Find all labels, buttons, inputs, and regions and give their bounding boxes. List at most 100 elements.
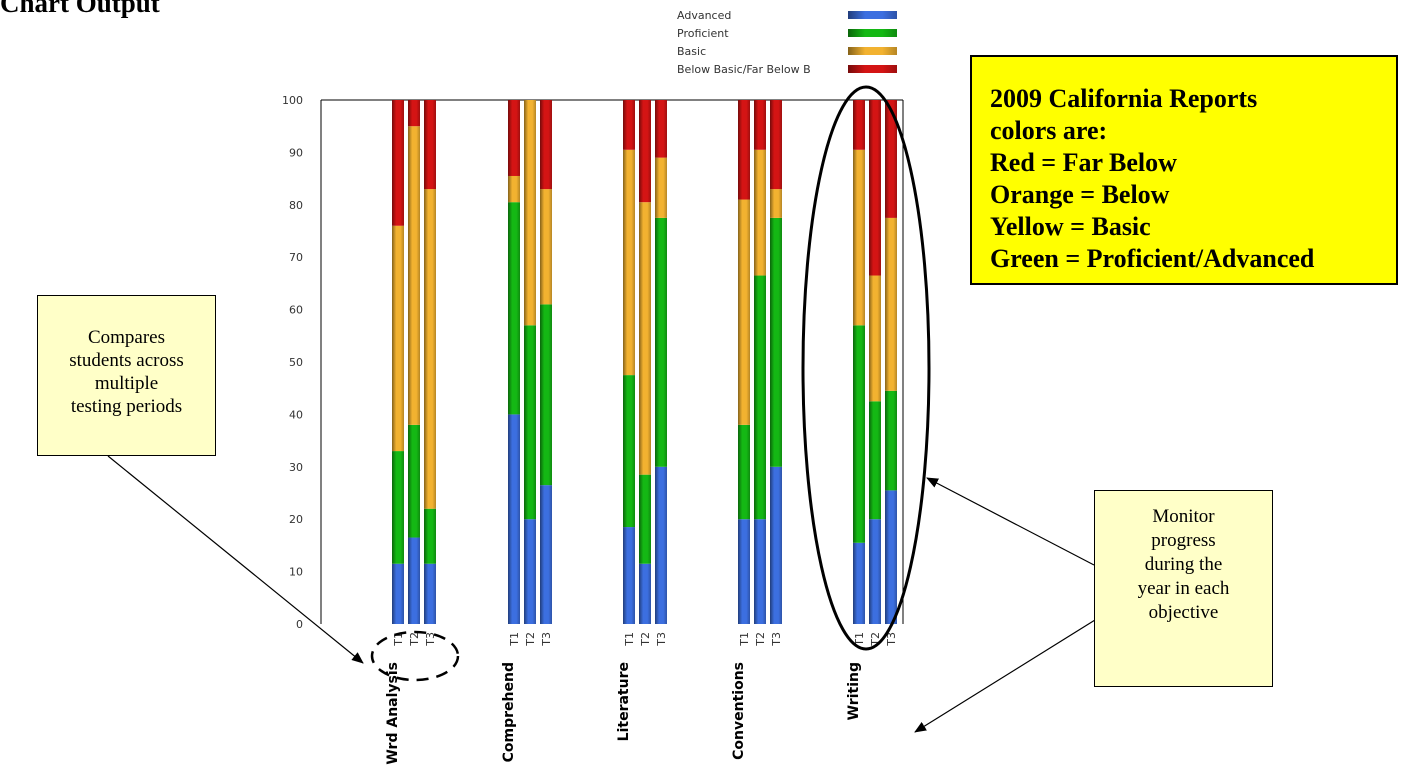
- y-tick-label: 50: [289, 356, 303, 369]
- bar-segment: [853, 149, 865, 326]
- page-heading: Chart Output: [0, 0, 160, 18]
- callout-monitor-line: Monitor: [1152, 506, 1215, 527]
- period-tick-label: T1: [853, 632, 866, 647]
- bar-segment: [540, 304, 552, 486]
- bar-segment: [639, 474, 651, 564]
- y-tick-label: 90: [289, 146, 303, 159]
- bar-segment: [885, 217, 897, 391]
- bar-segment: [524, 100, 536, 326]
- callout-monitor: Monitor progress during the year in each…: [1094, 490, 1273, 687]
- callout-compare-line: multiple: [94, 373, 159, 394]
- bar-segment: [392, 563, 404, 624]
- period-tick-label: T3: [655, 632, 668, 647]
- bar-segment: [754, 519, 766, 624]
- bar-segment: [869, 100, 881, 276]
- period-tick-label: T3: [424, 632, 437, 647]
- bar-segment: [508, 175, 520, 203]
- category-label: Conventions: [731, 662, 747, 760]
- period-tick-label: T1: [508, 632, 521, 647]
- bar-segment: [408, 424, 420, 538]
- bar-segment: [853, 325, 865, 543]
- bar-segment: [392, 451, 404, 564]
- y-tick-label: 30: [289, 461, 303, 474]
- bar-segment: [885, 100, 897, 218]
- bar-segment: [408, 100, 420, 127]
- bar-segment: [392, 100, 404, 226]
- callout-california-line: Green = Proficient/Advanced: [990, 244, 1315, 273]
- bar-segment: [738, 424, 750, 520]
- bar-segment: [408, 126, 420, 425]
- arrow-monitor-writing: [914, 619, 1096, 733]
- bar-segment: [408, 537, 420, 624]
- bar-segment: [655, 217, 667, 467]
- callout-compare-line: Compares: [87, 327, 166, 348]
- legend-label: Basic: [677, 45, 706, 58]
- period-tick-label: T3: [540, 632, 553, 647]
- arrow-monitor-ellipse: [926, 477, 1095, 566]
- bar-segment: [540, 100, 552, 190]
- y-tick-label: 10: [289, 566, 303, 579]
- bar-segment: [623, 375, 635, 528]
- bar-segment: [754, 275, 766, 520]
- bar-segment: [754, 149, 766, 276]
- category-label: Literature: [616, 662, 632, 741]
- bar-segment: [623, 527, 635, 624]
- callout-compare-line: students across: [69, 350, 184, 371]
- bar-segment: [655, 100, 667, 158]
- period-tick-label: T3: [885, 632, 898, 647]
- callout-compare: Compares students across multiple testin…: [37, 295, 216, 456]
- callout-california-line: Orange = Below: [990, 180, 1170, 209]
- bar-segment: [508, 414, 520, 624]
- category-label: Writing: [846, 662, 862, 720]
- bar-segment: [639, 563, 651, 624]
- bar-segment: [623, 100, 635, 150]
- legend-swatch: [848, 11, 897, 19]
- bar-segment: [754, 100, 766, 150]
- annotations: [107, 85, 1096, 733]
- bar-segment: [770, 100, 782, 190]
- callout-monitor-line: progress: [1151, 530, 1216, 551]
- arrow-compare: [107, 455, 364, 664]
- bar-segment: [853, 542, 865, 624]
- y-axis: 0 10 20 30 40 50 60 70 80 90 100: [282, 94, 904, 631]
- legend-label: Proficient: [677, 27, 729, 40]
- y-tick-label: 80: [289, 199, 303, 212]
- bar-segment: [540, 189, 552, 305]
- y-tick-label: 60: [289, 304, 303, 317]
- y-tick-label: 100: [282, 94, 303, 107]
- y-tick-label: 40: [289, 408, 303, 421]
- bar-segment: [869, 275, 881, 402]
- bar-segment: [508, 202, 520, 415]
- callout-monitor-line: during the: [1144, 554, 1223, 575]
- callout-california-line: Red = Far Below: [990, 148, 1177, 177]
- bar-segment: [655, 466, 667, 624]
- period-tick-label: T1: [738, 632, 751, 647]
- category-label: Wrd Analysis: [385, 662, 401, 765]
- period-tick-label: T3: [770, 632, 783, 647]
- y-tick-label: 0: [296, 618, 303, 631]
- legend-label: Below Basic/Far Below B: [677, 63, 811, 76]
- bar-segment: [623, 149, 635, 376]
- period-tick-label: T1: [623, 632, 636, 647]
- legend-label: Advanced: [677, 9, 731, 22]
- bar-segment: [738, 100, 750, 200]
- bar-segment: [524, 325, 536, 520]
- callout-california-colors: 2009 California Reports colors are: Red …: [970, 55, 1398, 285]
- y-tick-label: 70: [289, 251, 303, 264]
- period-tick-label: T2: [524, 632, 537, 647]
- bar-segment: [738, 519, 750, 624]
- chart-legend: Advanced Proficient Basic Below Basic/Far B…: [677, 9, 897, 76]
- bar-segment: [770, 189, 782, 218]
- callout-california-line: Yellow = Basic: [990, 212, 1151, 241]
- bar-segment: [392, 225, 404, 452]
- bar-segment: [869, 401, 881, 520]
- bar-segment: [869, 519, 881, 624]
- bar-segment: [885, 490, 897, 624]
- bar-segment: [770, 217, 782, 467]
- bar-segment: [540, 485, 552, 624]
- period-tick-label: T2: [639, 632, 652, 647]
- callout-monitor-line: objective: [1148, 602, 1219, 623]
- bar-segment: [770, 466, 782, 624]
